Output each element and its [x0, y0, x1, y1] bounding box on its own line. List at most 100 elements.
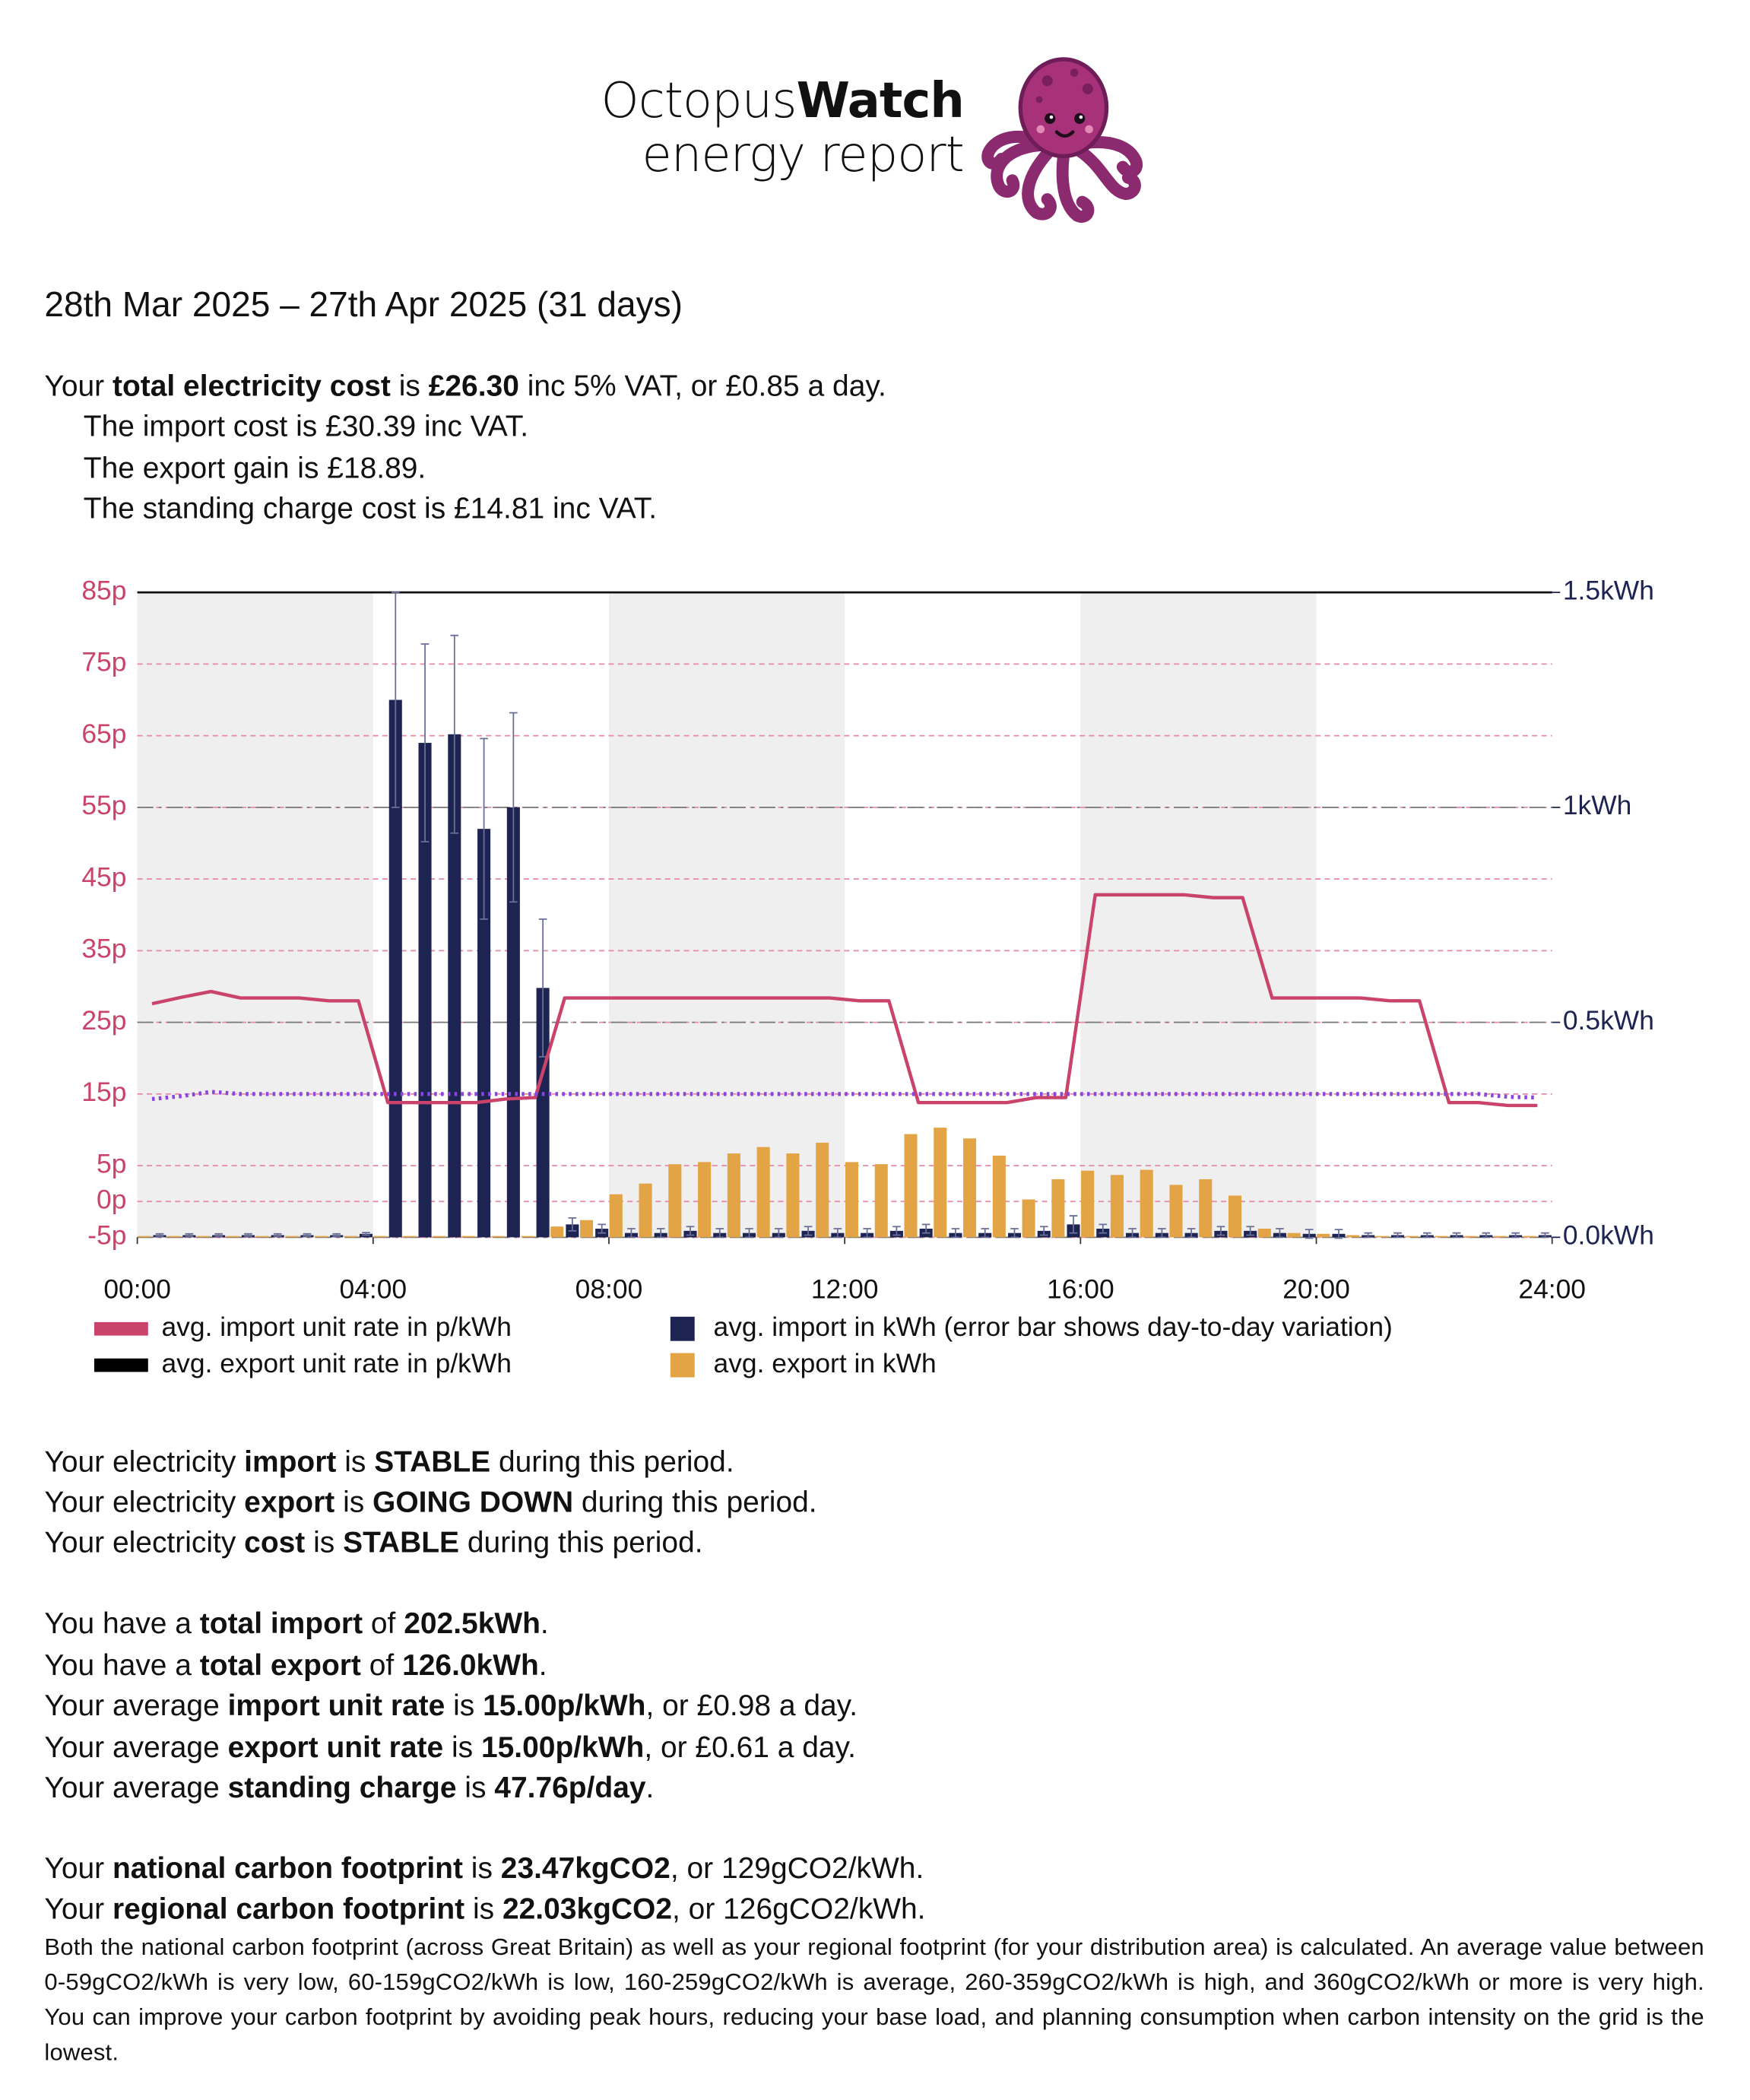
error-bar — [332, 1232, 341, 1238]
bar — [1022, 1199, 1035, 1238]
text-line: You have a total import of 202.5kWh. — [44, 1604, 858, 1645]
x-tick-label: 04:00 — [339, 1274, 407, 1305]
bar — [1523, 1236, 1536, 1238]
text: The standing charge cost is £14.81 inc V… — [83, 491, 658, 525]
error-bar — [627, 1228, 636, 1239]
legend-label: avg. import in kWh (error bar shows day-… — [714, 1312, 1393, 1342]
legend-label: avg. export in kWh — [714, 1348, 937, 1378]
bold-text: GOING DOWN — [373, 1485, 574, 1519]
bar — [1169, 1185, 1183, 1238]
bold-text: 202.5kWh — [404, 1606, 541, 1640]
bold-text: 23.47kgCO2 — [500, 1851, 671, 1886]
text-line: Your electricity cost is STABLE during t… — [44, 1523, 816, 1563]
bold-text: STABLE — [374, 1445, 491, 1479]
text: of — [363, 1606, 404, 1640]
y-tick-label: 45p — [81, 861, 126, 892]
bar — [491, 1236, 505, 1238]
line — [151, 1090, 1538, 1102]
text: Your average — [44, 1688, 228, 1722]
text: The export gain is £18.89. — [83, 450, 426, 484]
text: of — [360, 1647, 403, 1681]
bold-text: 15.00p/kWh — [483, 1688, 646, 1722]
bar — [1405, 1236, 1419, 1238]
bold-text: cost — [244, 1525, 306, 1559]
error-bar — [745, 1228, 753, 1239]
legend-swatch — [670, 1316, 695, 1341]
chart: 85p 75p 65p 55p 45p 35p 25p 15p 5p 0p -5p 0.0kWh 0.5… — [81, 575, 1654, 1378]
text: is — [462, 1851, 501, 1886]
report-period: 28th Mar 2025 – 27th Apr 2025 (31 days) — [44, 284, 683, 325]
error-bar — [1305, 1229, 1314, 1239]
text: Your electricity — [44, 1525, 245, 1559]
bar — [1464, 1236, 1478, 1238]
bar — [816, 1142, 829, 1238]
bar — [506, 807, 520, 1238]
text: during this period. — [490, 1445, 734, 1479]
text: inc 5% VAT, or £0.85 a day. — [518, 369, 886, 403]
y-tick-label: 25p — [81, 1005, 126, 1036]
text: Your electricity — [44, 1485, 245, 1519]
brand-bold: Watch — [796, 74, 965, 129]
text-line: Your electricity export is GOING DOWN du… — [44, 1483, 816, 1523]
bar — [1110, 1175, 1124, 1238]
bar — [639, 1183, 652, 1238]
y2-tick-label: 0.5kWh — [1563, 1005, 1654, 1036]
bold-text: import unit rate — [227, 1688, 445, 1722]
text: . — [645, 1770, 655, 1804]
bar — [315, 1236, 328, 1238]
summary: Your total electricity cost is £26.30 in… — [44, 365, 886, 407]
bar — [1375, 1236, 1389, 1238]
bar — [727, 1153, 740, 1238]
text-line: Your national carbon footprint is 23.47k… — [44, 1848, 925, 1889]
error-bar — [1364, 1232, 1373, 1239]
bar — [461, 1236, 475, 1238]
error-bar — [921, 1223, 930, 1234]
error-bar — [1039, 1226, 1048, 1236]
bold-text: national carbon footprint — [112, 1851, 463, 1886]
error-bar — [480, 738, 488, 920]
text-line: The standing charge cost is £14.81 inc V… — [84, 489, 657, 530]
bar — [1081, 1170, 1095, 1238]
x-tick-label: 16:00 — [1047, 1274, 1114, 1305]
bar — [1317, 1233, 1330, 1238]
bar — [698, 1162, 712, 1238]
text: , or £0.61 a day. — [644, 1729, 856, 1763]
error-bar — [1452, 1232, 1461, 1239]
summary-details: The import cost is £30.39 inc VAT. The ex… — [84, 407, 657, 530]
bar — [448, 734, 461, 1238]
bar — [786, 1153, 800, 1238]
carbon-note: Both the national carbon footprint (acro… — [44, 1933, 1704, 2066]
bar — [1346, 1235, 1360, 1238]
bar — [992, 1155, 1006, 1238]
text: Your average — [44, 1770, 228, 1804]
text: is — [305, 1525, 344, 1559]
bar — [536, 988, 550, 1238]
bar — [167, 1236, 181, 1238]
error-bar — [951, 1228, 960, 1239]
bold-text: 47.76p/day — [494, 1770, 646, 1804]
shaded-range — [137, 592, 373, 1238]
bold-text: regional carbon footprint — [112, 1891, 465, 1926]
bold-text: export unit rate — [227, 1729, 444, 1763]
text: is — [336, 1445, 375, 1479]
bar — [934, 1128, 947, 1238]
error-bar — [1128, 1228, 1137, 1239]
text: . — [538, 1647, 547, 1681]
text: Your — [44, 369, 113, 403]
legend-swatch — [670, 1353, 695, 1378]
bar — [1435, 1236, 1448, 1238]
error-bar — [804, 1226, 813, 1236]
x-tick-label: 20:00 — [1282, 1274, 1350, 1305]
y-tick-label: 0p — [97, 1185, 126, 1215]
error-bar — [155, 1232, 164, 1238]
bold-text: total export — [199, 1647, 361, 1681]
error-bar — [1010, 1228, 1019, 1239]
error-bar — [1482, 1232, 1491, 1239]
bold-text: 22.03kgCO2 — [502, 1891, 673, 1926]
bar — [579, 1220, 594, 1238]
bar — [1228, 1195, 1242, 1238]
error-bar — [656, 1228, 665, 1239]
bar — [1257, 1229, 1271, 1238]
